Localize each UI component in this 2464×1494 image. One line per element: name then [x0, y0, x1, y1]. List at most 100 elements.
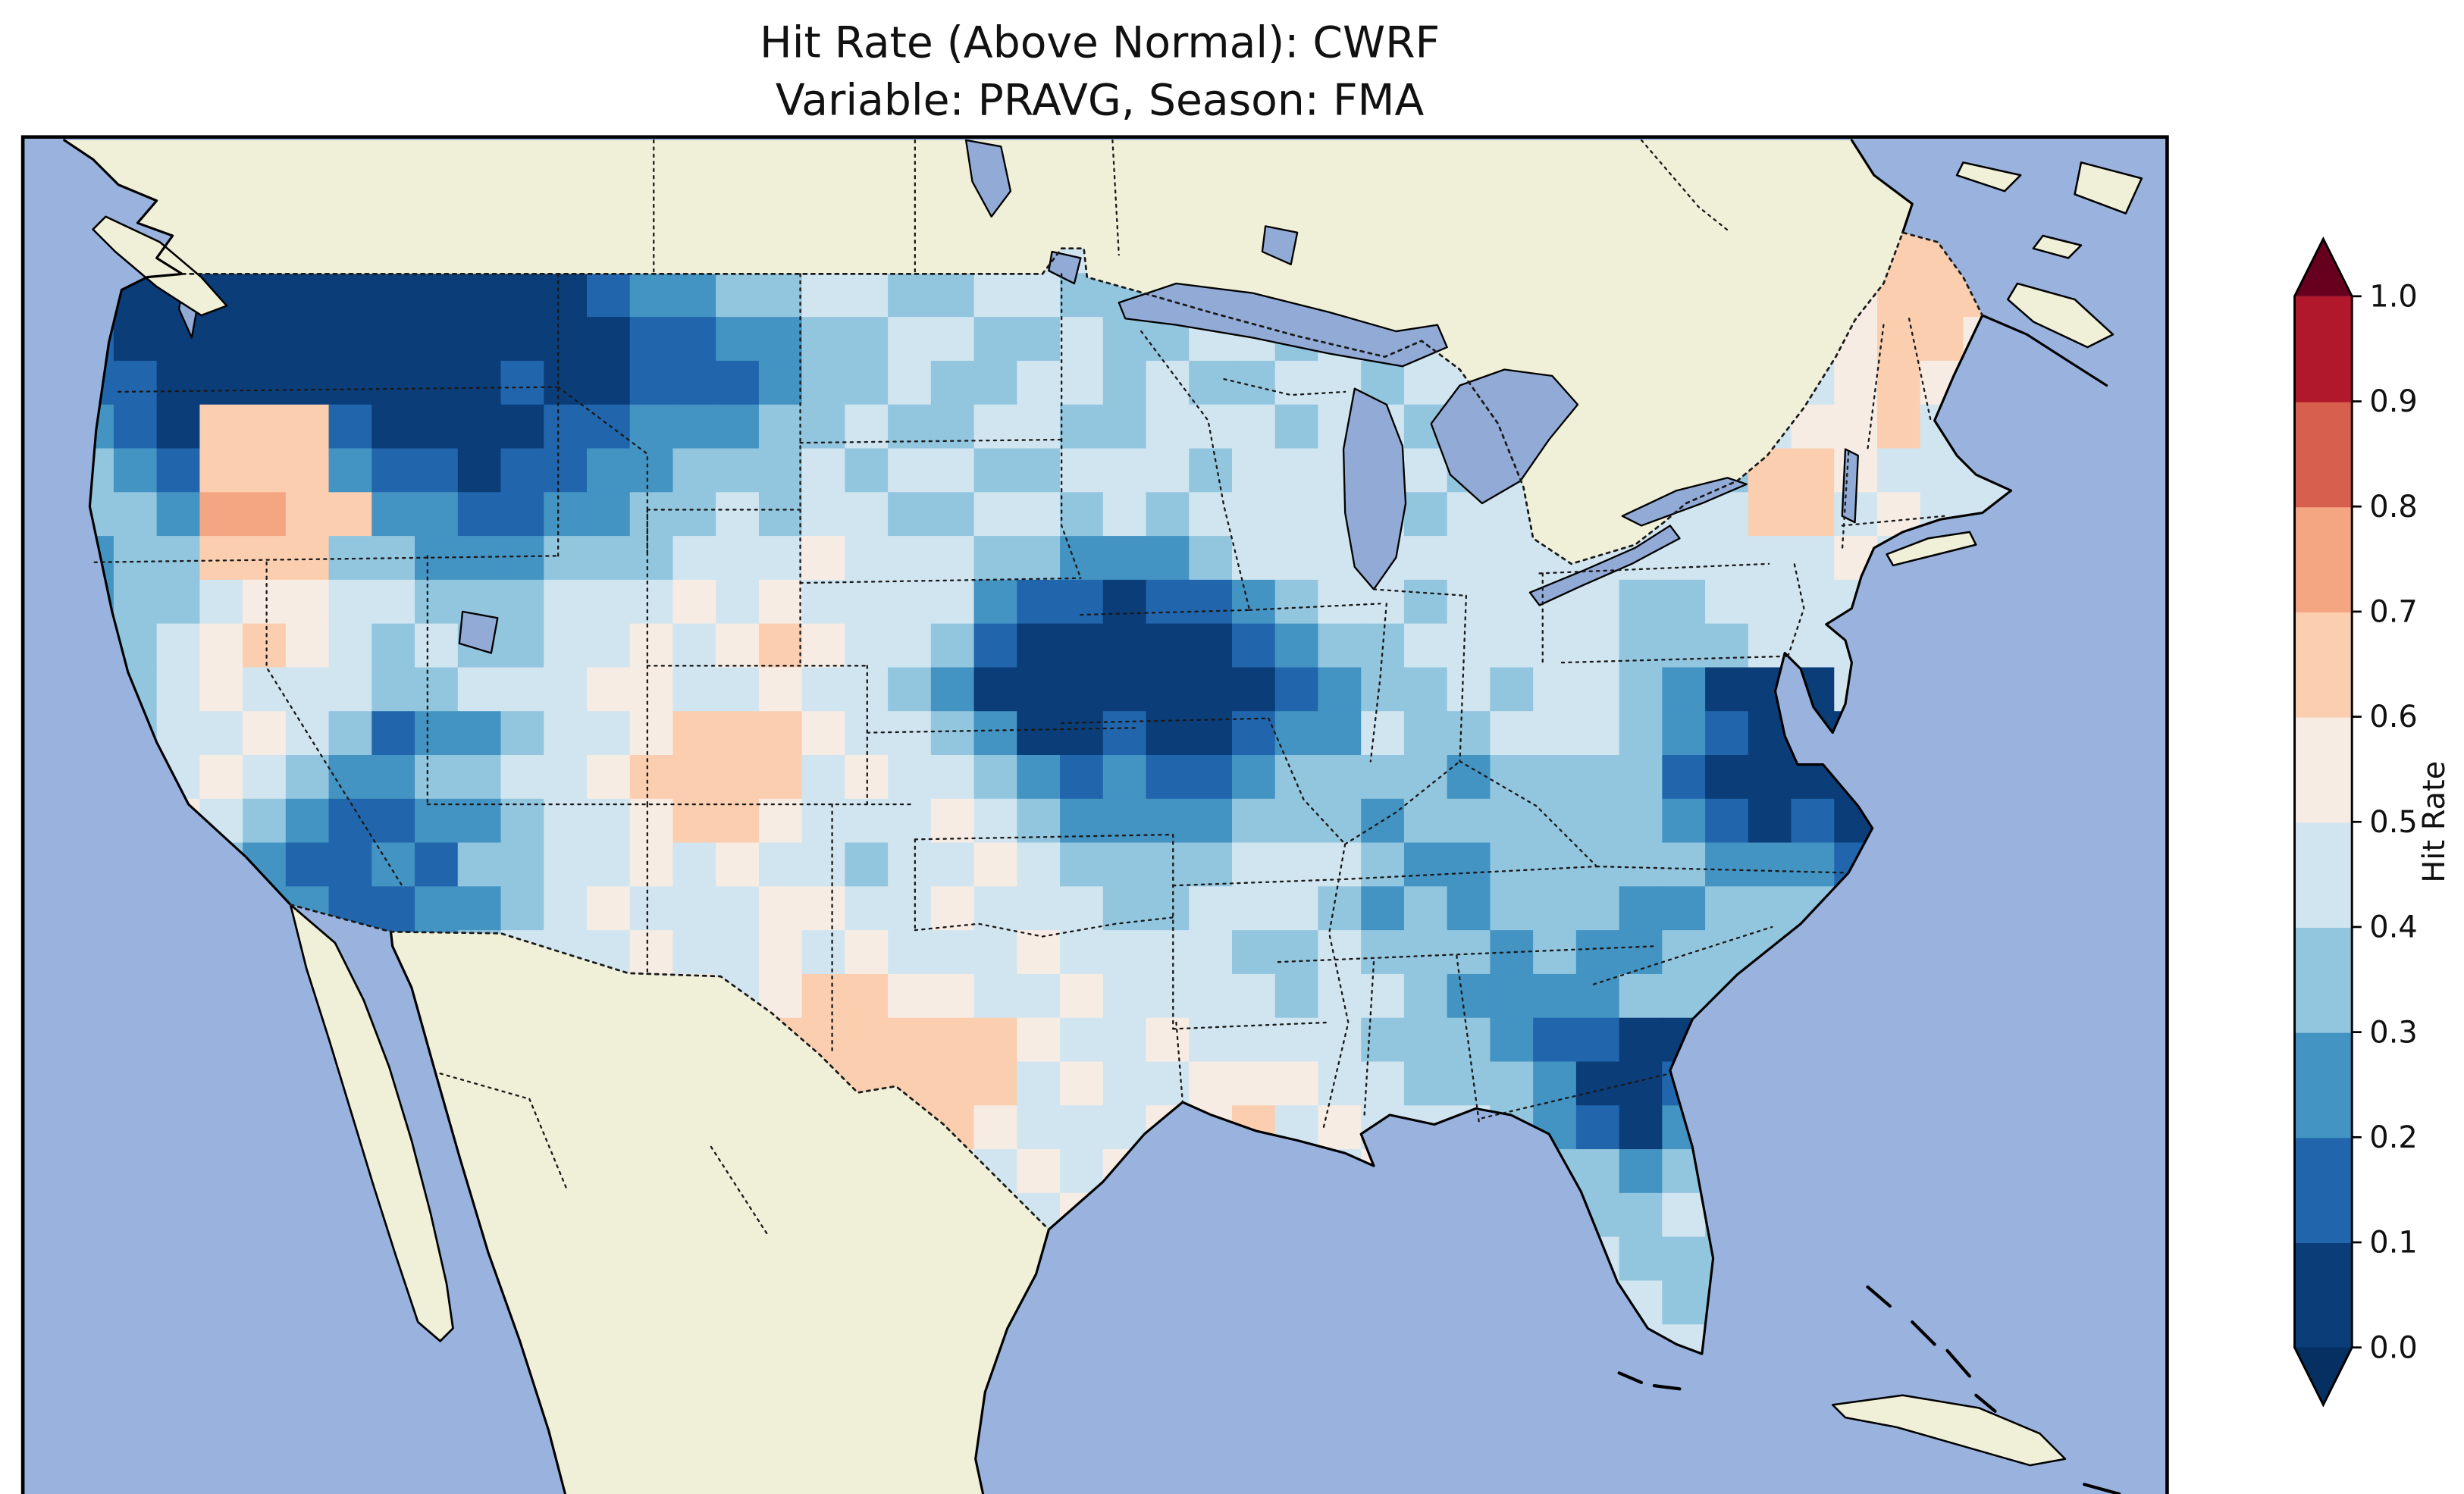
heatmap-cell [113, 404, 158, 449]
heatmap-cell [1060, 842, 1104, 888]
heatmap-cell [1318, 798, 1362, 844]
heatmap-cell [888, 755, 932, 800]
heatmap-cell [888, 623, 932, 669]
heatmap-cell [500, 711, 545, 756]
heatmap-cell [1791, 798, 1835, 844]
heatmap-cell [758, 886, 803, 931]
heatmap-cell [845, 1017, 889, 1063]
heatmap-cell [415, 317, 459, 362]
heatmap-cell [1447, 1017, 1491, 1063]
heatmap-cell [156, 579, 201, 625]
mexico-gulf-coastline [974, 1228, 1050, 1494]
heatmap-cell [1318, 755, 1362, 800]
heatmap-cell [328, 273, 373, 318]
heatmap-cell [1490, 886, 1534, 931]
heatmap-cell [1575, 842, 1620, 888]
heatmap-cell [973, 1017, 1018, 1063]
heatmap-cell [801, 273, 846, 318]
heatmap-cell [672, 711, 717, 756]
heatmap-cell [1361, 1061, 1405, 1107]
heatmap-cell [457, 886, 502, 931]
heatmap-cell [1232, 404, 1276, 449]
heatmap-cell [285, 448, 330, 493]
heatmap-cell [544, 536, 588, 581]
heatmap-cell [1705, 536, 1749, 581]
heatmap-cell [243, 360, 287, 406]
heatmap-cell [544, 842, 588, 888]
heatmap-cell [1060, 448, 1104, 493]
heatmap-cell [457, 667, 502, 713]
colorbar-title: Hit Rate [2417, 761, 2452, 883]
heatmap-cell [888, 448, 932, 493]
heatmap-cell [1619, 930, 1663, 975]
heatmap-cell [1060, 360, 1104, 406]
heatmap-cell [1318, 1061, 1362, 1107]
heatmap-cell [1490, 973, 1534, 1019]
heatmap-cell [716, 930, 760, 975]
heatmap-cell [285, 536, 330, 581]
heatmap-cell [716, 667, 760, 713]
heatmap-cell [1575, 798, 1620, 844]
heatmap-cell [415, 667, 459, 713]
heatmap-cell [1662, 1192, 1706, 1238]
heatmap-cell [328, 842, 373, 888]
heatmap-cell [1232, 448, 1276, 493]
heatmap-cell [1575, 1061, 1620, 1107]
heatmap-cell [156, 536, 201, 581]
heatmap-cell [1403, 360, 1448, 406]
heatmap-cell [1102, 842, 1147, 888]
heatmap-cell [371, 623, 415, 669]
heatmap-cell [1490, 667, 1534, 713]
heatmap-cell [1017, 973, 1061, 1019]
heatmap-cell [1490, 798, 1534, 844]
heatmap-cell [716, 536, 760, 581]
heatmap-cell [1361, 973, 1405, 1019]
heatmap-cell [1791, 536, 1835, 581]
heatmap-cell [1146, 492, 1190, 537]
heatmap-cell [1403, 930, 1448, 975]
heatmap-cell [1791, 623, 1835, 669]
map-panel [20, 135, 2169, 1494]
heatmap-cell [629, 536, 674, 581]
heatmap-cell [801, 842, 846, 888]
heatmap-cell [1274, 1061, 1319, 1107]
heatmap-cell [586, 623, 631, 669]
heatmap-cell [1102, 448, 1147, 493]
heatmap-cell [758, 492, 803, 537]
heatmap-cell [328, 536, 373, 581]
lake-nipigon [1261, 225, 1299, 265]
heatmap-cell [1146, 886, 1190, 931]
heatmap-cell [1490, 842, 1534, 888]
heatmap-cell [1146, 404, 1190, 449]
heatmap-cell [716, 755, 760, 800]
heatmap-cell [1189, 755, 1233, 800]
heatmap-cell [371, 404, 415, 449]
colorbar-under-triangle [2294, 1347, 2353, 1405]
heatmap-cell [672, 404, 717, 449]
heatmap-cell [1490, 930, 1534, 975]
lake-champlain [1841, 448, 1859, 524]
heatmap-cell [1403, 623, 1448, 669]
heatmap-cell [1189, 404, 1233, 449]
heatmap-cell [1447, 579, 1491, 625]
heatmap-cell [1662, 886, 1706, 931]
newfoundland-island [2074, 161, 2143, 215]
heatmap-cell [1189, 930, 1233, 975]
heatmap-cell [973, 623, 1018, 669]
heatmap-cell [1403, 711, 1448, 756]
heatmap-cell [113, 536, 158, 581]
baja-peninsula [289, 904, 454, 1342]
heatmap-cell [1834, 360, 1878, 406]
heatmap-cell [1403, 536, 1448, 581]
heatmap-cell [500, 755, 545, 800]
heatmap-cell [1318, 579, 1362, 625]
heatmap-cell [672, 492, 717, 537]
heatmap-cell [845, 930, 889, 975]
colorbar-over-triangle [2294, 239, 2353, 296]
heatmap-cell [1102, 579, 1147, 625]
heatmap-cell [328, 448, 373, 493]
heatmap-cell [801, 930, 846, 975]
heatmap-cell [1102, 1061, 1147, 1107]
heatmap-cell [1017, 273, 1061, 318]
heatmap-cell [801, 492, 846, 537]
